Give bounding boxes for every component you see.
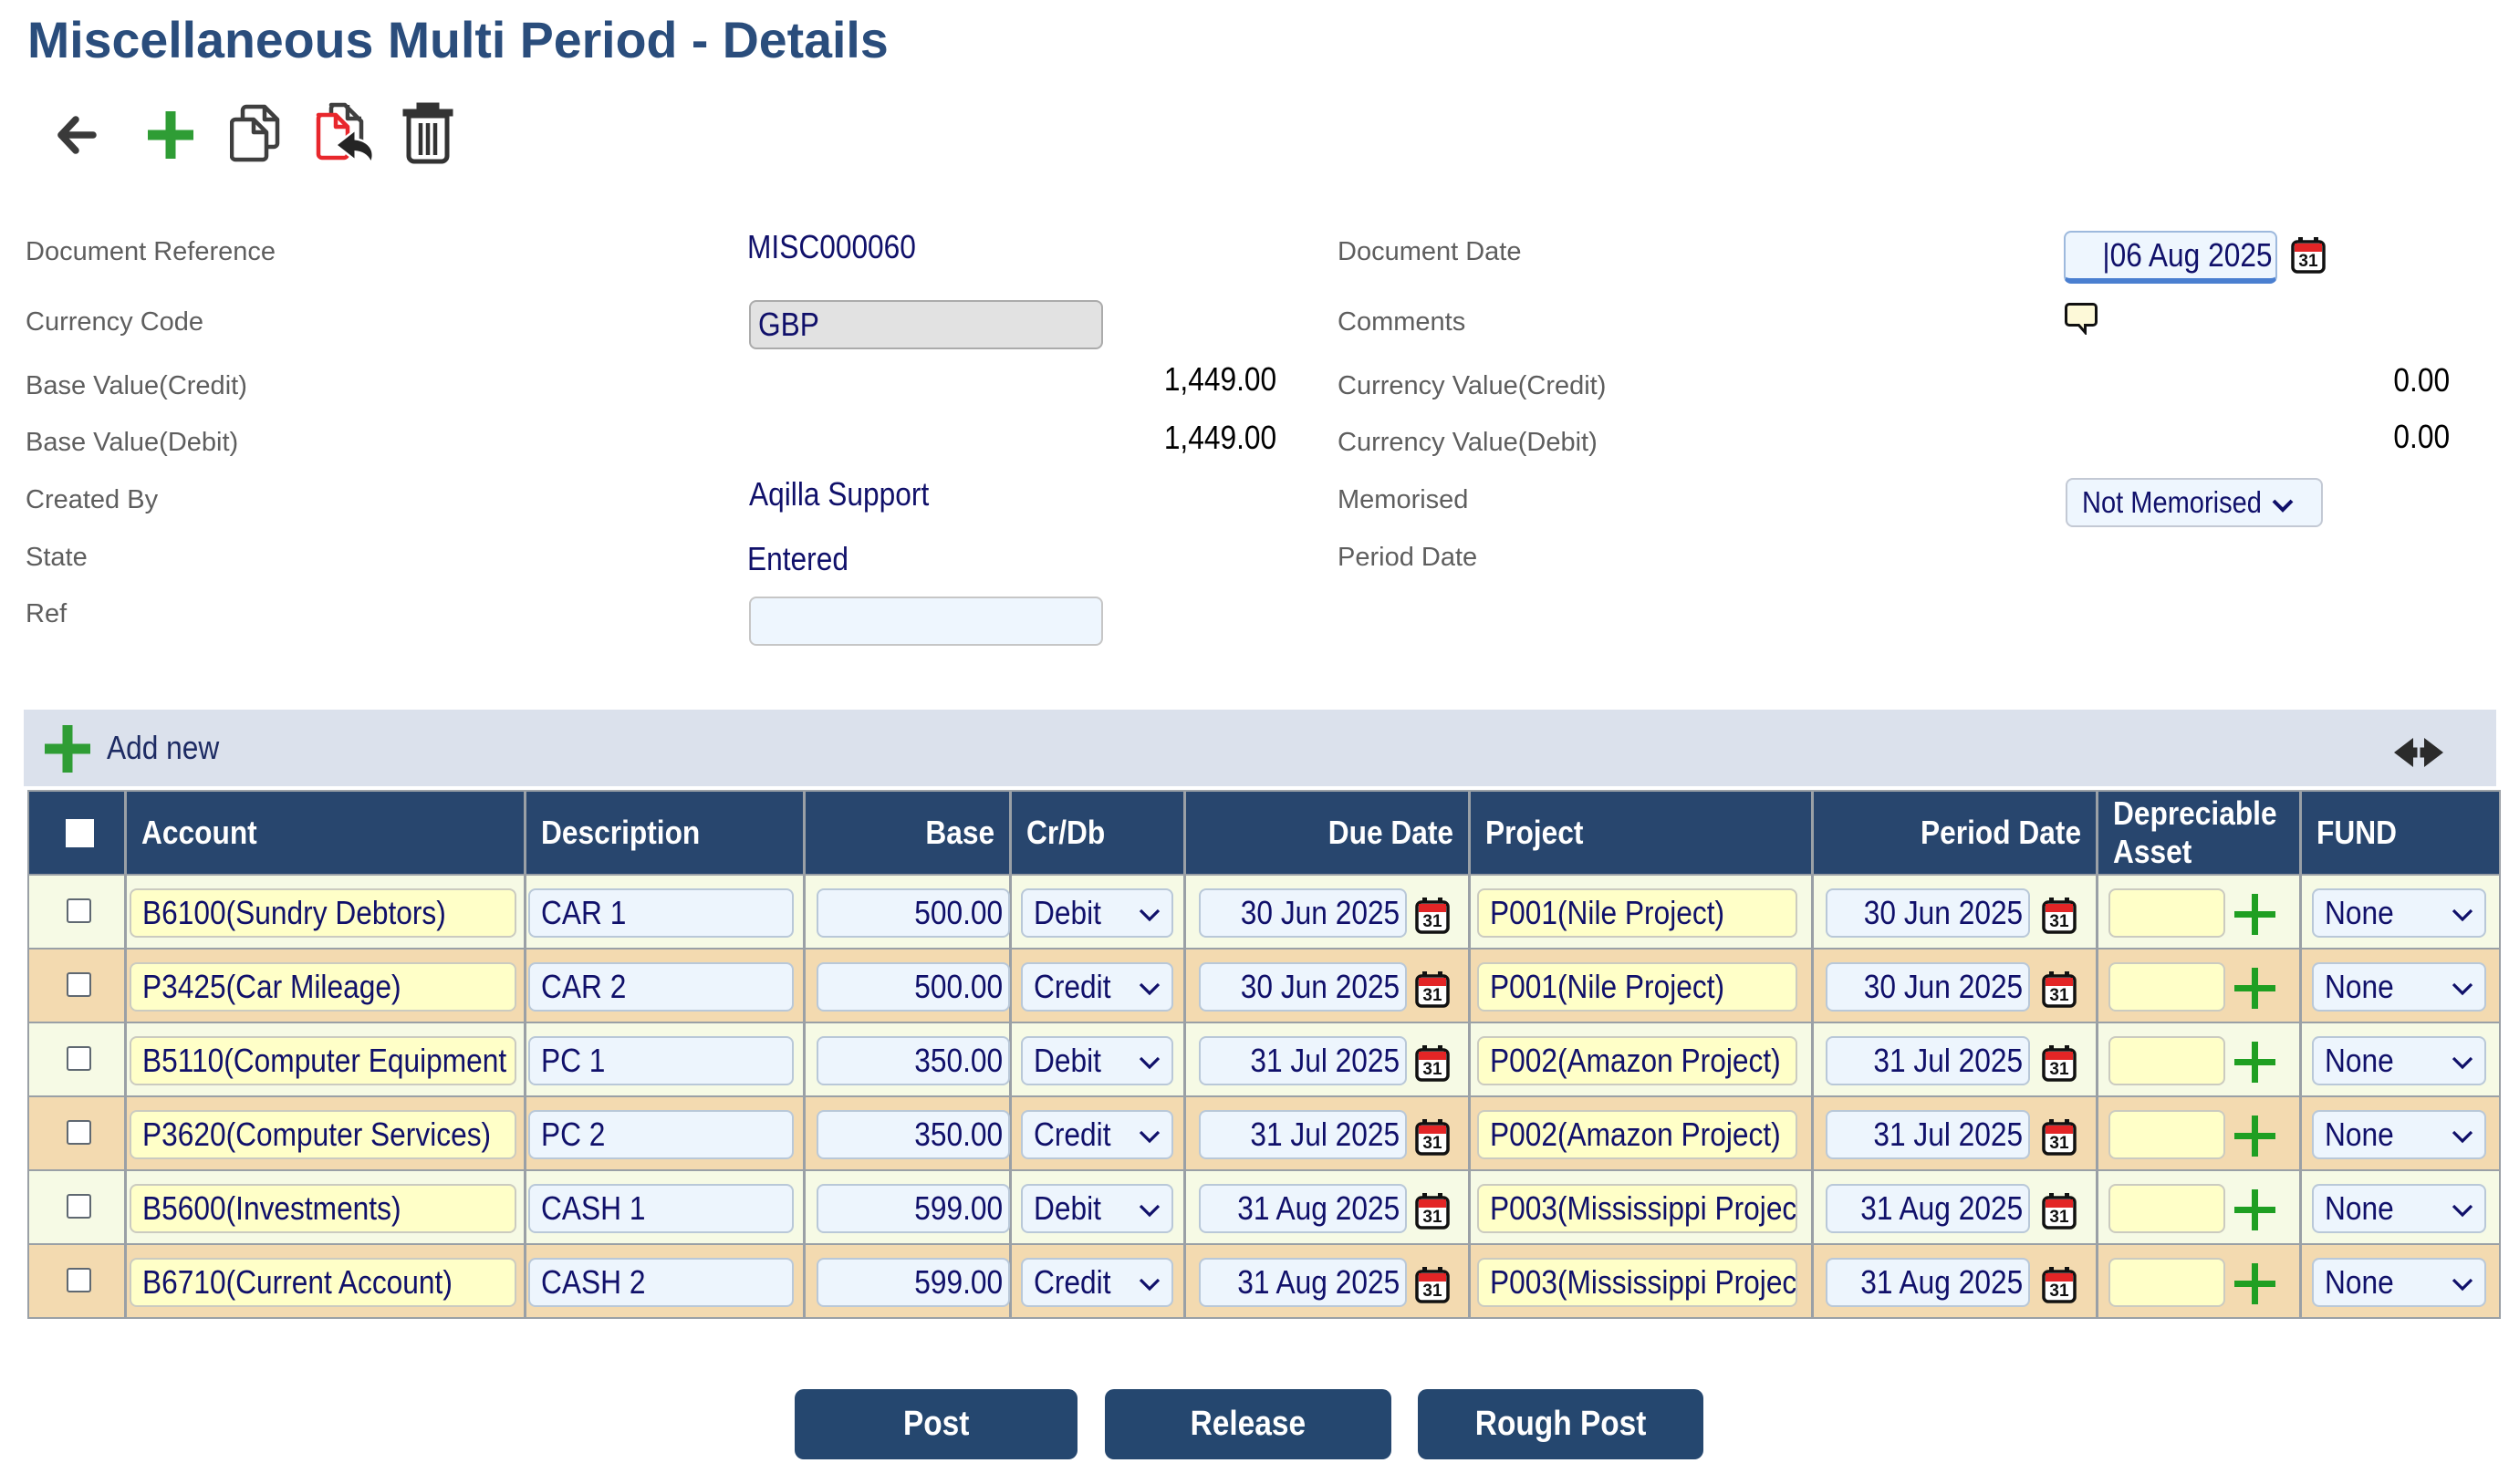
svg-text:31: 31 (2049, 912, 2069, 931)
svg-text:31: 31 (1422, 1134, 1442, 1153)
svg-text:31: 31 (1422, 1282, 1442, 1301)
svg-text:31: 31 (1422, 912, 1442, 931)
svg-text:31: 31 (2049, 1060, 2069, 1079)
svg-text:31: 31 (1422, 986, 1442, 1005)
svg-text:31: 31 (1422, 1208, 1442, 1227)
svg-text:31: 31 (2049, 1134, 2069, 1153)
svg-text:31: 31 (2049, 986, 2069, 1005)
svg-text:31: 31 (2049, 1282, 2069, 1301)
svg-text:31: 31 (2049, 1208, 2069, 1227)
svg-text:31: 31 (1422, 1060, 1442, 1079)
svg-text:31: 31 (2298, 252, 2318, 271)
